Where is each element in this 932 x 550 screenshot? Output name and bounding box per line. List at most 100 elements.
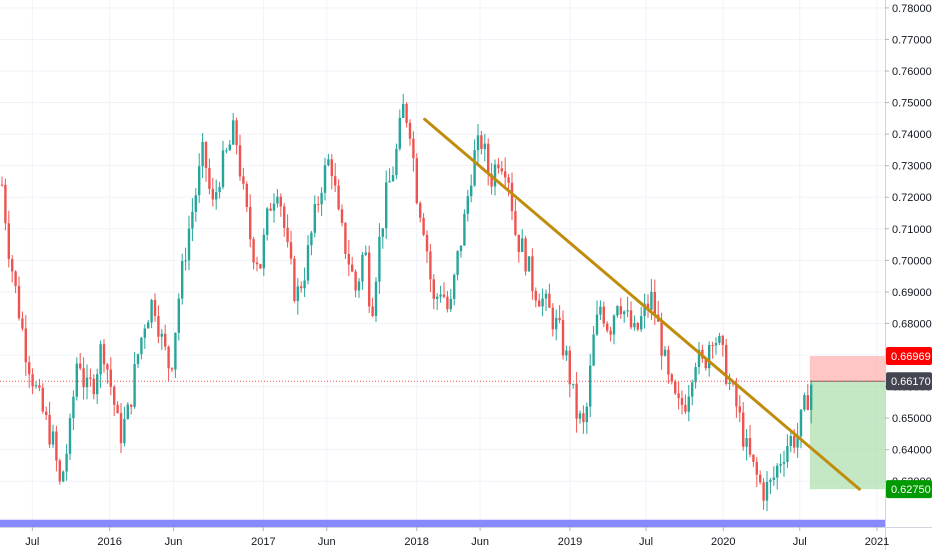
candle-body bbox=[803, 395, 806, 410]
candle bbox=[252, 236, 255, 270]
candle bbox=[799, 409, 803, 449]
candle-body bbox=[398, 118, 401, 149]
candle bbox=[606, 321, 609, 333]
y-tick-label: 0.76000 bbox=[892, 66, 932, 78]
candle bbox=[517, 234, 520, 263]
candle-body bbox=[65, 453, 68, 472]
candle bbox=[412, 131, 415, 172]
candle bbox=[527, 256, 531, 272]
candle bbox=[167, 345, 170, 381]
candle bbox=[14, 270, 17, 294]
candle bbox=[521, 229, 524, 253]
candle bbox=[153, 293, 157, 322]
candle-body bbox=[211, 188, 214, 200]
candle-body bbox=[4, 184, 7, 224]
candle-body bbox=[218, 187, 221, 193]
candle bbox=[228, 140, 231, 151]
candle-body bbox=[245, 183, 248, 207]
candle bbox=[266, 206, 269, 241]
candle bbox=[344, 222, 347, 259]
candle bbox=[323, 157, 327, 201]
candle-body bbox=[412, 138, 415, 159]
candle bbox=[140, 336, 143, 360]
candle bbox=[4, 178, 7, 231]
candle-body bbox=[357, 281, 361, 291]
candle-body bbox=[99, 344, 102, 375]
candle bbox=[487, 138, 490, 186]
candle bbox=[351, 256, 354, 273]
candle bbox=[58, 458, 61, 485]
candle bbox=[119, 403, 123, 454]
candle-body bbox=[177, 298, 180, 333]
candle-body bbox=[793, 435, 796, 448]
candle-body bbox=[718, 335, 721, 343]
candle-body bbox=[388, 181, 391, 183]
x-tick-label: 2018 bbox=[404, 536, 428, 548]
candle bbox=[347, 240, 350, 277]
candle bbox=[371, 297, 374, 318]
candle-body bbox=[259, 264, 262, 269]
candle-body bbox=[762, 482, 765, 501]
candle-body bbox=[364, 252, 367, 255]
candle-body bbox=[544, 293, 548, 299]
candle-body bbox=[283, 206, 286, 228]
candles bbox=[0, 93, 813, 512]
candle-body bbox=[82, 368, 85, 388]
candle-body bbox=[521, 238, 524, 252]
overlay-lines bbox=[0, 117, 885, 491]
candle-body bbox=[694, 367, 697, 383]
candle-body bbox=[130, 404, 133, 407]
candle bbox=[585, 402, 588, 434]
candle-body bbox=[500, 168, 503, 172]
candle bbox=[667, 345, 670, 384]
candle bbox=[697, 341, 701, 375]
take-profit-zone bbox=[809, 381, 885, 490]
candle-body bbox=[300, 286, 303, 289]
candle bbox=[283, 203, 286, 237]
candle-body bbox=[541, 298, 544, 307]
candle bbox=[711, 341, 714, 359]
candle-body bbox=[28, 362, 31, 375]
candle bbox=[293, 255, 296, 303]
candle-body bbox=[58, 460, 61, 482]
x-tick-label: 2016 bbox=[97, 536, 121, 548]
candle bbox=[174, 332, 177, 379]
candle-body bbox=[436, 296, 439, 299]
candle bbox=[568, 346, 571, 398]
candle bbox=[500, 160, 503, 175]
candle-body bbox=[742, 412, 745, 447]
candle-body bbox=[687, 396, 690, 412]
candle bbox=[670, 373, 673, 385]
candle-body bbox=[17, 286, 21, 319]
candle-body bbox=[578, 413, 582, 419]
candle-body bbox=[446, 296, 449, 310]
candle bbox=[422, 213, 425, 237]
candle bbox=[249, 194, 252, 248]
candle bbox=[300, 281, 303, 293]
candle bbox=[330, 153, 333, 190]
candle-body bbox=[786, 445, 789, 462]
candle-body bbox=[765, 481, 769, 501]
candle bbox=[442, 282, 446, 299]
candle-body bbox=[378, 236, 381, 282]
support-zone-layer bbox=[0, 519, 885, 528]
candle-body bbox=[136, 354, 140, 365]
candle bbox=[238, 134, 242, 181]
candle bbox=[65, 444, 68, 481]
candle bbox=[51, 424, 55, 448]
candle bbox=[759, 470, 762, 485]
candle bbox=[684, 394, 687, 415]
candle-body bbox=[653, 291, 656, 315]
candle-body bbox=[572, 383, 575, 385]
candle-body bbox=[55, 431, 58, 461]
candle-body bbox=[684, 404, 687, 412]
candle bbox=[742, 402, 745, 451]
candle-body bbox=[599, 306, 602, 315]
candle-body bbox=[538, 300, 541, 307]
candle-body bbox=[789, 435, 792, 446]
candle-body bbox=[330, 159, 333, 177]
candle-body bbox=[187, 228, 191, 261]
candle bbox=[150, 298, 153, 329]
